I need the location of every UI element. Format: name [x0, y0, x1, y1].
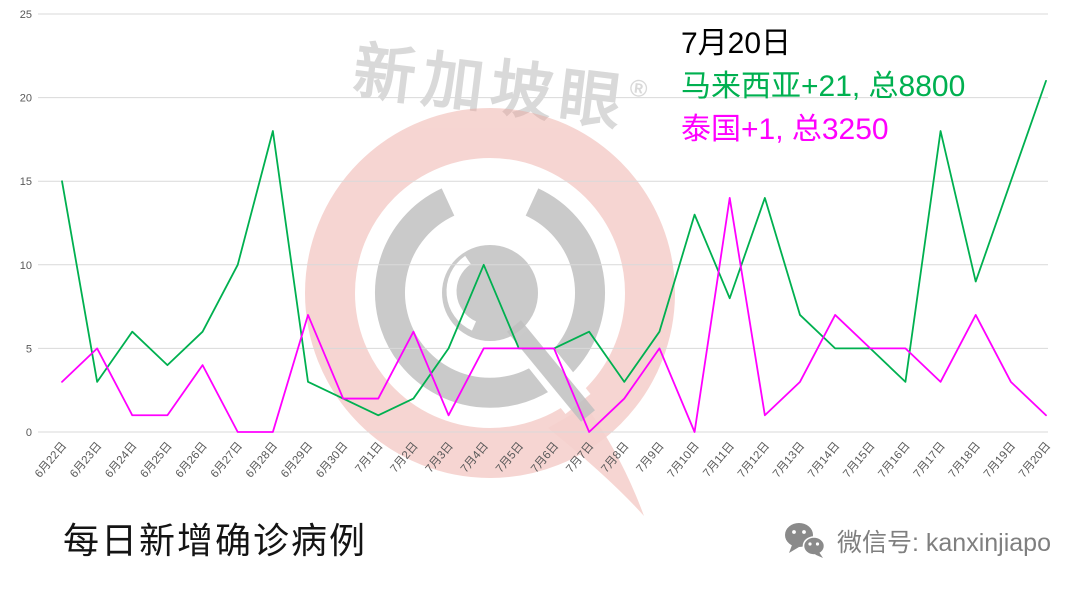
- y-axis-tick-label: 25: [20, 9, 32, 21]
- x-axis-tick-label: 6月26日: [174, 440, 210, 480]
- x-axis-tick-label: 7月2日: [389, 440, 421, 475]
- x-axis-tick-label: 7月8日: [599, 440, 631, 475]
- wechat-icon: [785, 523, 826, 558]
- x-axis-tick-label: 7月6日: [529, 440, 561, 475]
- x-axis-tick-label: 7月17日: [912, 440, 948, 480]
- x-axis-tick-label: 7月9日: [635, 440, 667, 475]
- x-axis-tick-label: 7月15日: [841, 440, 877, 480]
- x-axis-tick-label: 7月10日: [666, 440, 702, 480]
- x-axis-tick-label: 7月11日: [701, 440, 737, 479]
- x-axis-tick-label: 7月3日: [424, 440, 456, 475]
- x-axis-tick-label: 6月28日: [244, 440, 280, 480]
- logo-white-gap: [509, 324, 591, 414]
- logo-eye-highlight: [446, 255, 477, 331]
- y-axis-tick-label: 0: [26, 427, 32, 439]
- x-axis-tick-label: 6月25日: [138, 440, 174, 480]
- daily-new-cases-line-chart: 0 5 10 15 20 25 6月22日6月23日6月24日6月25日6月26日6月27日…: [20, 9, 1054, 480]
- logo-outer-ring: [305, 108, 675, 478]
- annotation-thailand: 泰国+1, 总3250: [681, 113, 889, 146]
- x-axis-tick-label: 6月30日: [314, 440, 350, 480]
- logo-middle-ring: [375, 188, 605, 408]
- x-axis-tick-label: 6月24日: [103, 440, 139, 480]
- y-axis-tick-label: 10: [20, 260, 32, 272]
- x-axis-tick-label: 7月5日: [494, 440, 526, 475]
- x-axis-tick-label: 7月16日: [876, 440, 912, 480]
- x-axis-tick-label: 6月23日: [68, 440, 104, 480]
- x-axis-tick-label: 7月19日: [982, 440, 1018, 480]
- annotation-malaysia: 马来西亚+21, 总8800: [681, 70, 966, 103]
- logo-speech-tail: [548, 406, 644, 516]
- chart-title: 每日新增确诊病例: [63, 520, 368, 561]
- x-axis-tick-label: 7月14日: [806, 440, 842, 480]
- x-axis-tick-label: 6月29日: [279, 440, 315, 480]
- x-axis-tick-label: 7月18日: [947, 440, 983, 480]
- latest-update-annotation: 7月20日 马来西亚+21, 总8800 泰国+1, 总3250: [681, 22, 965, 151]
- x-axis-tick-label: 6月22日: [33, 440, 69, 480]
- thailand-series-line: [61, 197, 1047, 433]
- x-axis-tick-label: 7月1日: [353, 440, 385, 475]
- x-axis-tick-label: 7月7日: [564, 440, 596, 475]
- x-axis-tick-label: 7月12日: [736, 440, 772, 480]
- annotation-date: 7月20日: [681, 27, 792, 60]
- x-axis-tick-label: 7月13日: [771, 440, 807, 480]
- wechat-footer: 微信号: kanxinjiapo: [782, 520, 1051, 562]
- x-axis-tick-label: 7月20日: [1017, 440, 1053, 480]
- x-axis-tick-label: 7月4日: [459, 440, 491, 475]
- y-axis-tick-label: 5: [26, 343, 32, 355]
- y-axis-tick-label: 15: [20, 176, 32, 188]
- x-axis-tick-label: 6月27日: [209, 440, 245, 480]
- y-axis-tick-label: 20: [20, 93, 32, 105]
- brand-logo-watermark-icon: [305, 108, 675, 516]
- wechat-id-label: 微信号: kanxinjiapo: [837, 529, 1051, 557]
